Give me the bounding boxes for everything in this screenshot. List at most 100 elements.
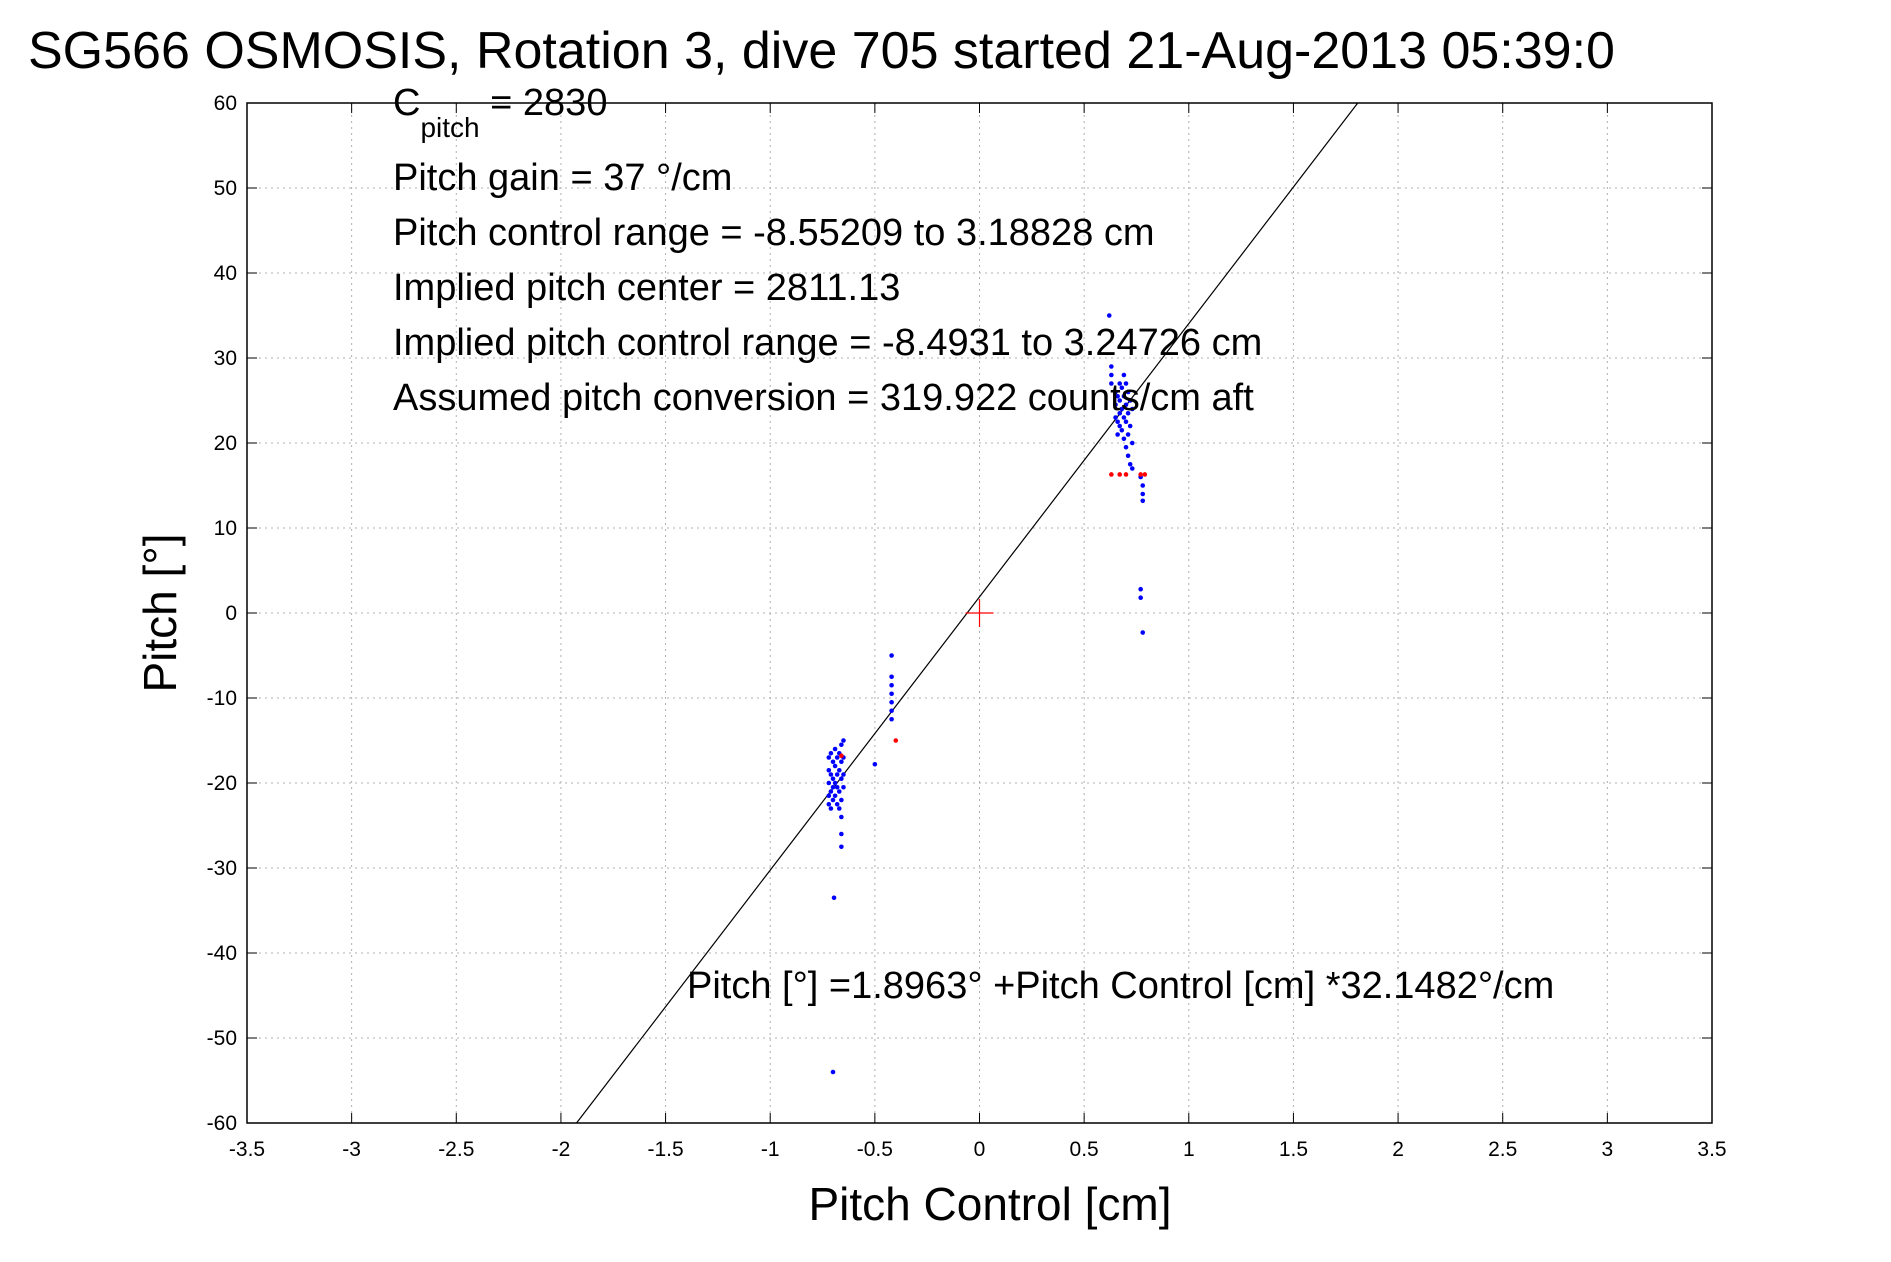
data-point <box>826 780 832 786</box>
data-point <box>839 831 844 837</box>
data-points <box>826 313 1148 1075</box>
data-point <box>830 797 836 803</box>
data-point <box>1119 406 1125 412</box>
y-tick-label: -60 <box>207 1112 237 1135</box>
data-point <box>839 759 844 765</box>
data-point <box>1109 372 1114 378</box>
data-point <box>889 674 894 680</box>
data-point <box>836 806 842 811</box>
data-point <box>1117 410 1123 416</box>
data-point <box>841 772 846 777</box>
data-point <box>889 716 894 722</box>
data-point <box>830 1069 836 1075</box>
c-pitch-main: C <box>393 82 420 124</box>
y-axis-label: Pitch [°] <box>134 533 186 692</box>
data-point <box>1129 406 1135 412</box>
data-point <box>1138 586 1143 592</box>
y-tick-label: 60 <box>214 92 237 115</box>
data-point <box>836 767 842 773</box>
data-point <box>1109 381 1114 386</box>
data-point <box>828 750 834 756</box>
data-point <box>841 784 846 790</box>
y-tick-label: 0 <box>225 602 237 625</box>
x-tick-label: 3 <box>1602 1138 1614 1161</box>
data-point <box>839 844 844 850</box>
x-tick-label: 3.5 <box>1697 1138 1726 1161</box>
data-point <box>889 699 894 705</box>
data-point <box>1117 472 1123 477</box>
data-point <box>1115 432 1120 437</box>
x-tick-label: -3 <box>342 1138 361 1161</box>
y-tick-label: 50 <box>214 177 237 200</box>
data-point <box>1123 419 1129 425</box>
data-point <box>828 806 834 811</box>
data-point <box>1119 385 1125 391</box>
data-point <box>889 708 894 714</box>
data-point <box>832 746 838 752</box>
x-tick-label: 0.5 <box>1070 1138 1099 1161</box>
data-point <box>1138 472 1143 477</box>
data-point <box>1142 472 1148 477</box>
data-point <box>834 755 840 760</box>
data-point <box>872 762 878 767</box>
data-point <box>830 784 836 790</box>
data-point <box>828 772 834 777</box>
x-tick-label: 1.5 <box>1279 1138 1308 1161</box>
data-point <box>834 772 840 777</box>
data-point <box>1129 466 1135 471</box>
annotation-implied-center: Implied pitch center = 2811.13 <box>393 267 900 309</box>
data-point <box>1123 444 1129 450</box>
x-axis-label: Pitch Control [cm] <box>809 1178 1172 1230</box>
data-point <box>1117 381 1123 386</box>
data-point <box>836 789 842 794</box>
y-tick-label: -50 <box>207 1027 237 1050</box>
annotation-control-range: Pitch control range = -8.55209 to 3.1882… <box>393 212 1155 254</box>
annotation-fit-equation: Pitch [°] =1.8963° +Pitch Control [cm] *… <box>687 965 1554 1007</box>
data-point <box>1115 419 1120 425</box>
y-tick-label: 40 <box>214 262 237 285</box>
data-point <box>826 755 832 760</box>
x-axis-ticks: -3.5 -3 -2.5 -2 -1.5 -1 -0.5 0 0.5 1 1.5 2 2.5 3 3.5 <box>229 103 1727 1161</box>
data-point <box>826 767 832 773</box>
y-tick-label: -20 <box>207 772 237 795</box>
data-point <box>1140 498 1146 504</box>
annotation-pitch-gain: Pitch gain = 37 °/cm <box>393 157 732 199</box>
annotation-implied-range: Implied pitch control range = -8.4931 to… <box>393 322 1262 364</box>
center-marker-group <box>965 599 994 627</box>
x-tick-label: -2.5 <box>438 1138 474 1161</box>
data-point <box>832 793 838 799</box>
y-tick-label: -30 <box>207 857 237 880</box>
data-point <box>834 801 840 807</box>
y-axis-ticks: 60 50 40 30 20 10 0 -10 -20 -30 -40 -50 -60 <box>207 92 1712 1135</box>
data-point <box>1129 440 1135 446</box>
data-point <box>1140 491 1146 497</box>
data-point <box>1115 393 1120 399</box>
data-point <box>841 738 846 743</box>
data-point <box>889 653 894 658</box>
x-tick-label: 0 <box>974 1138 986 1161</box>
data-point <box>830 776 836 782</box>
data-point <box>1113 402 1118 408</box>
x-tick-label: -2 <box>552 1138 571 1161</box>
x-tick-label: -3.5 <box>229 1138 265 1161</box>
data-point <box>1117 423 1123 429</box>
data-point <box>826 793 832 799</box>
data-point <box>1140 630 1146 635</box>
data-point <box>831 895 837 901</box>
data-point <box>832 780 838 786</box>
data-point <box>839 753 844 759</box>
annotation-c-pitch: Cpitch = 2830 <box>393 82 607 143</box>
annotation-conversion: Assumed pitch conversion = 319.922 count… <box>393 377 1254 419</box>
data-point <box>1127 398 1133 403</box>
x-tick-label: -1 <box>761 1138 780 1161</box>
data-point <box>839 797 844 803</box>
y-tick-label: 10 <box>214 517 237 540</box>
data-point <box>1121 372 1127 378</box>
data-point <box>1121 415 1127 420</box>
y-tick-label: 30 <box>214 347 237 370</box>
x-tick-label: -1.5 <box>647 1138 683 1161</box>
x-tick-label: 1 <box>1183 1138 1195 1161</box>
data-point <box>1123 402 1129 408</box>
data-point <box>839 814 844 820</box>
data-point <box>1125 432 1131 437</box>
